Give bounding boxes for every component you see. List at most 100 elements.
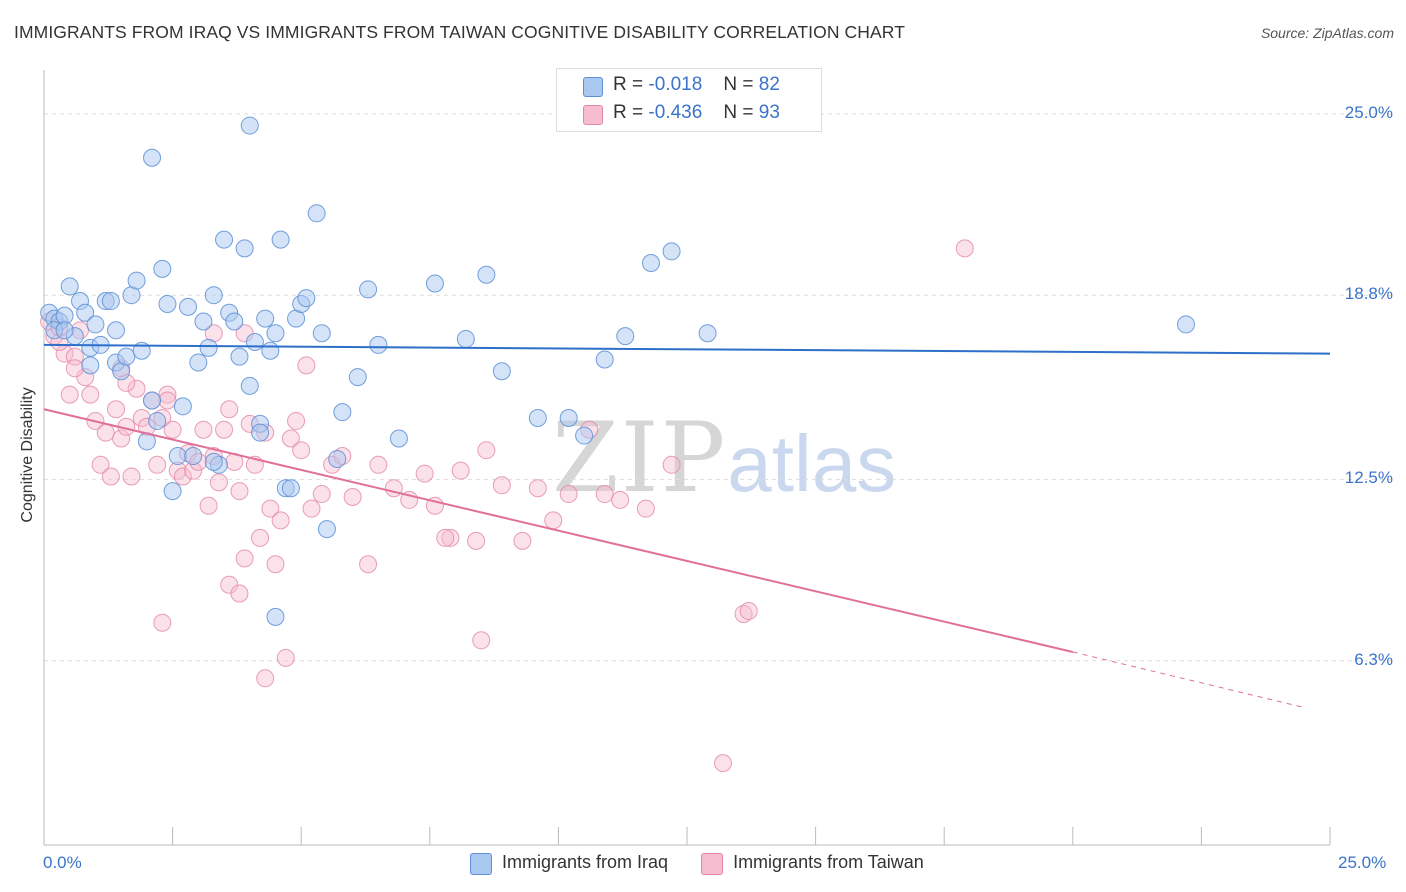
point-taiwan-37 <box>230 482 249 501</box>
point-taiwan-66 <box>513 531 532 550</box>
point-iraq-80 <box>55 321 74 340</box>
watermark-atlas: atlas <box>727 419 897 508</box>
point-iraq-76 <box>266 607 285 626</box>
point-iraq-63 <box>477 265 496 284</box>
point-taiwan-62 <box>451 461 470 480</box>
taiwan-legend-swatch <box>701 853 724 875</box>
point-iraq-53 <box>312 324 331 343</box>
point-iraq-69 <box>616 327 635 346</box>
point-iraq-31 <box>194 312 213 331</box>
point-iraq-66 <box>559 409 578 428</box>
point-iraq-81 <box>81 356 100 375</box>
point-taiwan-59 <box>415 464 434 483</box>
point-iraq-55 <box>328 449 347 468</box>
point-iraq-52 <box>307 204 326 223</box>
series-legend: Immigrants from Iraq Immigrants from Tai… <box>470 852 952 875</box>
y-tick-label-2: 18.8% <box>1344 284 1393 304</box>
point-taiwan-10 <box>91 455 110 474</box>
point-iraq-8 <box>76 303 95 322</box>
point-iraq-78 <box>204 452 223 471</box>
point-iraq-64 <box>492 362 511 381</box>
point-taiwan-24 <box>163 420 182 439</box>
point-iraq-48 <box>281 479 300 498</box>
point-iraq-51 <box>297 289 316 308</box>
point-taiwan-73 <box>636 499 655 518</box>
point-iraq-26 <box>168 447 187 466</box>
point-taiwan-55 <box>359 555 378 574</box>
point-iraq-70 <box>641 254 660 273</box>
point-iraq-40 <box>240 376 259 395</box>
point-iraq-38 <box>230 347 249 366</box>
point-iraq-56 <box>333 403 352 422</box>
y-tick-label-0: 6.3% <box>1354 649 1393 669</box>
point-taiwan-74 <box>662 455 681 474</box>
point-taiwan-8 <box>81 385 100 404</box>
watermark-zip: ZIP <box>552 402 728 514</box>
point-iraq-57 <box>348 368 367 387</box>
point-taiwan-78 <box>153 613 172 632</box>
point-iraq-23 <box>153 259 172 278</box>
point-taiwan-83 <box>472 631 491 650</box>
point-iraq-61 <box>425 274 444 293</box>
point-taiwan-31 <box>199 496 218 515</box>
point-iraq-39 <box>235 239 254 258</box>
point-taiwan-26 <box>173 467 192 486</box>
trend-lines <box>43 343 1331 709</box>
x-tick-label-max: 25.0% <box>1338 853 1387 872</box>
point-taiwan-48 <box>287 411 306 430</box>
point-taiwan-56 <box>369 455 388 474</box>
axes <box>43 70 1331 846</box>
series-iraq-points <box>40 116 1195 626</box>
chart-title: IMMIGRANTS FROM IRAQ VS IMMIGRANTS FROM … <box>14 22 906 42</box>
point-taiwan-11 <box>96 423 115 442</box>
point-iraq-72 <box>698 324 717 343</box>
point-iraq-46 <box>271 230 290 249</box>
point-taiwan-34 <box>215 420 234 439</box>
point-taiwan-50 <box>302 499 321 518</box>
point-iraq-37 <box>225 312 244 331</box>
x-tick-label-min: 0.0% <box>43 853 82 872</box>
point-iraq-25 <box>163 482 182 501</box>
point-iraq-74 <box>143 148 162 167</box>
point-iraq-22 <box>148 411 167 430</box>
point-iraq-77 <box>251 423 270 442</box>
point-iraq-5 <box>60 277 79 296</box>
trend-line-iraq <box>43 343 1331 355</box>
point-taiwan-76 <box>739 602 758 621</box>
point-taiwan-41 <box>251 528 270 547</box>
point-iraq-58 <box>359 280 378 299</box>
point-iraq-10 <box>86 315 105 334</box>
point-taiwan-81 <box>256 669 275 688</box>
point-iraq-29 <box>184 447 203 466</box>
r-value-taiwan: -0.436 <box>648 102 703 123</box>
point-taiwan-21 <box>148 455 167 474</box>
point-iraq-32 <box>199 338 218 357</box>
y-tick-label-3: 25.0% <box>1344 102 1393 122</box>
point-iraq-21 <box>143 391 162 410</box>
point-taiwan-38 <box>235 549 254 568</box>
point-taiwan-71 <box>595 485 614 504</box>
r-value-iraq: -0.018 <box>648 74 703 95</box>
point-taiwan-72 <box>611 490 630 509</box>
point-iraq-75 <box>240 116 259 135</box>
legend-item-taiwan[interactable]: Immigrants from Taiwan <box>701 852 924 875</box>
point-taiwan-65 <box>492 476 511 495</box>
point-taiwan-12 <box>101 467 120 486</box>
legend-item-iraq[interactable]: Immigrants from Iraq <box>470 852 668 875</box>
point-taiwan-17 <box>127 379 146 398</box>
point-iraq-33 <box>204 286 223 305</box>
point-taiwan-33 <box>209 473 228 492</box>
point-taiwan-82 <box>714 754 733 773</box>
r-label: R = <box>613 74 644 95</box>
point-taiwan-69 <box>559 485 578 504</box>
point-iraq-44 <box>261 341 280 360</box>
point-taiwan-85 <box>297 356 316 375</box>
point-taiwan-46 <box>276 648 295 667</box>
point-taiwan-63 <box>467 531 486 550</box>
point-iraq-30 <box>189 353 208 372</box>
point-taiwan-89 <box>158 391 177 410</box>
point-iraq-62 <box>456 330 475 349</box>
point-taiwan-35 <box>220 400 239 419</box>
trend-line-taiwan <box>43 408 1074 653</box>
